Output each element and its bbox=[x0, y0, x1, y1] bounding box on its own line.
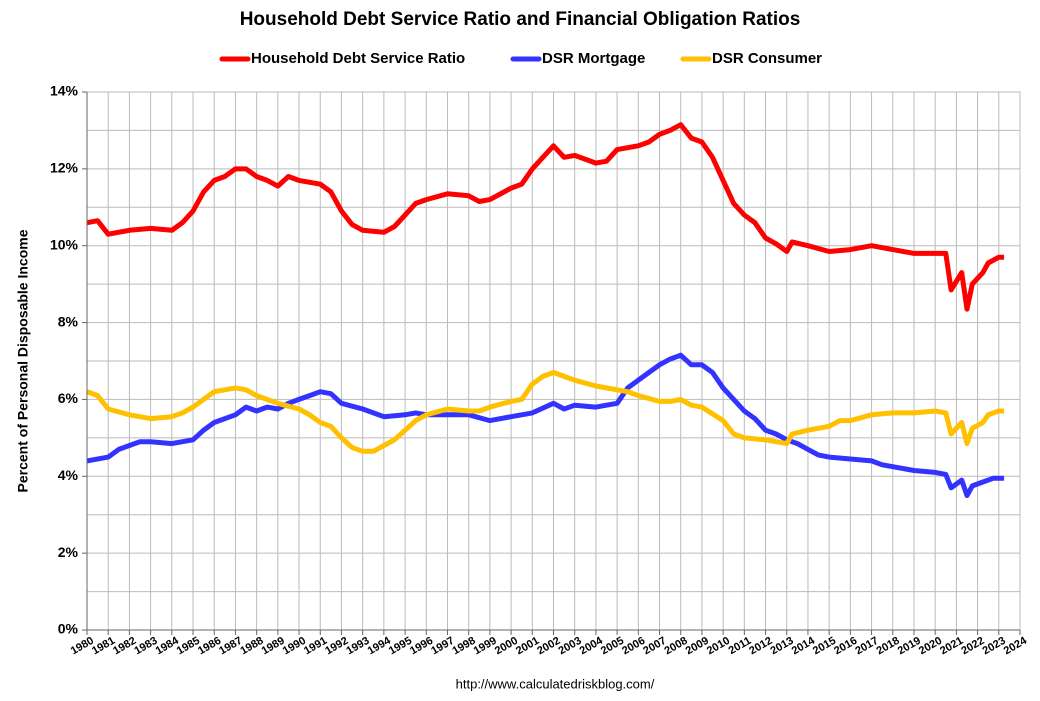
y-tick-label: 12% bbox=[50, 160, 79, 176]
chart-title: Household Debt Service Ratio and Financi… bbox=[240, 9, 801, 30]
y-tick-label: 14% bbox=[50, 83, 79, 99]
source: http://www.calculatedriskblog.com/ bbox=[456, 676, 655, 691]
grid bbox=[86, 91, 1021, 631]
x-tick-label: 2024 bbox=[1002, 634, 1030, 657]
legend-label: Household Debt Service Ratio bbox=[251, 50, 465, 67]
legend: Household Debt Service Ratio DSR Mortgage… bbox=[219, 50, 822, 67]
series-line bbox=[86, 122, 1005, 312]
y-tick-label: 2% bbox=[58, 544, 79, 560]
y-axis-title: Percent of Personal Disposable Income bbox=[15, 229, 31, 492]
y-tick-label: 0% bbox=[58, 621, 79, 637]
y-tick-label: 4% bbox=[58, 467, 79, 483]
series-line bbox=[86, 352, 1005, 498]
legend-label: DSR Mortgage bbox=[542, 50, 645, 67]
series-line bbox=[86, 370, 1005, 454]
y-tick-label: 6% bbox=[58, 390, 79, 406]
plot bbox=[86, 122, 1005, 498]
y-tick-label: 10% bbox=[50, 236, 79, 252]
y-tick-label: 8% bbox=[58, 313, 79, 329]
legend-label: DSR Consumer bbox=[712, 50, 822, 67]
